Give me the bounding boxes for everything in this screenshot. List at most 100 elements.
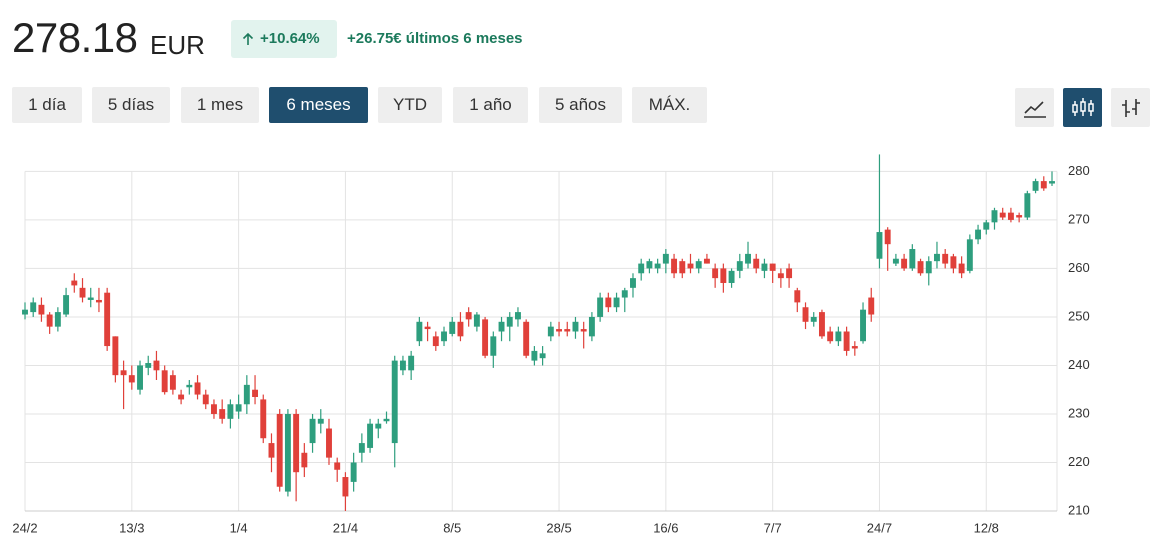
candle-body	[712, 268, 719, 279]
candle-body	[128, 375, 135, 383]
x-tick-label: 12/8	[974, 520, 999, 535]
candle-body	[1024, 193, 1031, 218]
candle-body	[843, 331, 850, 351]
candle-body	[194, 382, 201, 395]
candle-body	[227, 404, 234, 419]
candle-body	[925, 261, 932, 274]
candle-body	[498, 321, 505, 332]
candle-body	[580, 329, 587, 332]
candle-body	[317, 418, 324, 424]
candle-body	[588, 316, 595, 337]
x-tick-label: 8/5	[443, 520, 461, 535]
x-tick-label: 13/3	[119, 520, 144, 535]
candle-body	[367, 423, 374, 448]
change-absolute: +26.75€ últimos 6 meses	[347, 30, 523, 47]
candle-body	[326, 428, 332, 458]
candle-body	[38, 304, 45, 315]
candle-body	[506, 316, 513, 327]
candle-body	[260, 399, 267, 439]
range-button[interactable]: 5 años	[539, 87, 622, 123]
candle-body	[679, 261, 686, 274]
candle-body	[120, 370, 127, 376]
line-chart-button[interactable]	[1015, 88, 1054, 127]
candle-body	[515, 312, 521, 320]
candle-body	[334, 462, 341, 470]
candle-body	[605, 297, 612, 308]
candle-body	[87, 297, 94, 300]
candle-body	[818, 312, 825, 337]
currency: EUR	[150, 30, 205, 60]
candle-body	[958, 263, 965, 274]
candle-body	[753, 258, 760, 269]
x-tick-label: 1/4	[230, 520, 248, 535]
candle-body	[449, 321, 456, 334]
candle-body	[909, 249, 916, 269]
candle-body	[350, 462, 357, 482]
candle-body	[95, 299, 102, 303]
candle-body	[22, 309, 28, 315]
candle-body	[1049, 181, 1055, 184]
candle-body	[145, 363, 152, 368]
candle-body	[638, 263, 645, 274]
range-button[interactable]: 6 meses	[269, 87, 368, 123]
candle-body	[777, 273, 784, 279]
candle-body	[769, 263, 776, 271]
candle-body	[202, 394, 209, 405]
candle-body	[235, 404, 242, 412]
candle-body	[71, 280, 78, 286]
range-button[interactable]: MÁX.	[632, 87, 707, 123]
x-tick-label: 24/2	[12, 520, 37, 535]
candle-body	[268, 443, 275, 458]
candle-body	[671, 258, 678, 274]
candle-body	[432, 336, 439, 347]
y-tick-label: 220	[1068, 454, 1090, 469]
range-button[interactable]: YTD	[378, 87, 442, 123]
candle-body	[934, 253, 940, 262]
candle-body	[1016, 215, 1023, 218]
candle-body	[556, 329, 562, 332]
candle-body	[810, 316, 817, 322]
candle-body	[802, 307, 809, 322]
range-button[interactable]: 5 días	[92, 87, 170, 123]
candle-body	[868, 297, 875, 315]
x-tick-label: 24/7	[867, 520, 892, 535]
candle-body	[416, 321, 423, 342]
candle-body	[728, 270, 735, 283]
candle-body	[646, 261, 653, 269]
candle-body	[63, 295, 70, 315]
candle-body	[654, 263, 661, 269]
candle-body	[950, 256, 957, 269]
candle-body	[243, 384, 250, 405]
x-tick-label: 28/5	[546, 520, 571, 535]
candle-body	[547, 326, 554, 337]
candle-body	[252, 389, 259, 397]
candle-body	[424, 326, 431, 330]
candlestick-button[interactable]	[1063, 88, 1102, 127]
candle-body	[884, 229, 891, 245]
candle-body	[745, 253, 751, 264]
range-button[interactable]: 1 día	[12, 87, 82, 123]
ohlc-button[interactable]	[1111, 88, 1150, 127]
candle-body	[613, 297, 620, 308]
candle-body	[457, 321, 464, 337]
candle-body	[473, 314, 480, 327]
y-tick-label: 210	[1068, 502, 1090, 517]
x-tick-label: 7/7	[764, 520, 782, 535]
candle-body	[703, 258, 710, 264]
candle-body	[104, 292, 111, 347]
candle-body	[860, 309, 866, 342]
candle-body	[46, 314, 53, 327]
candle-body	[161, 370, 168, 393]
candle-body	[112, 336, 119, 376]
candle-body	[531, 350, 538, 361]
candle-body	[662, 253, 669, 264]
candle-body	[186, 384, 193, 388]
y-tick-label: 270	[1068, 211, 1090, 226]
candle-body	[597, 297, 604, 317]
range-button[interactable]: 1 año	[453, 87, 528, 123]
candle-body	[79, 287, 86, 298]
y-tick-label: 260	[1068, 260, 1090, 275]
candle-body	[572, 321, 579, 332]
y-tick-label: 280	[1068, 163, 1090, 178]
range-button[interactable]: 1 mes	[181, 87, 259, 123]
